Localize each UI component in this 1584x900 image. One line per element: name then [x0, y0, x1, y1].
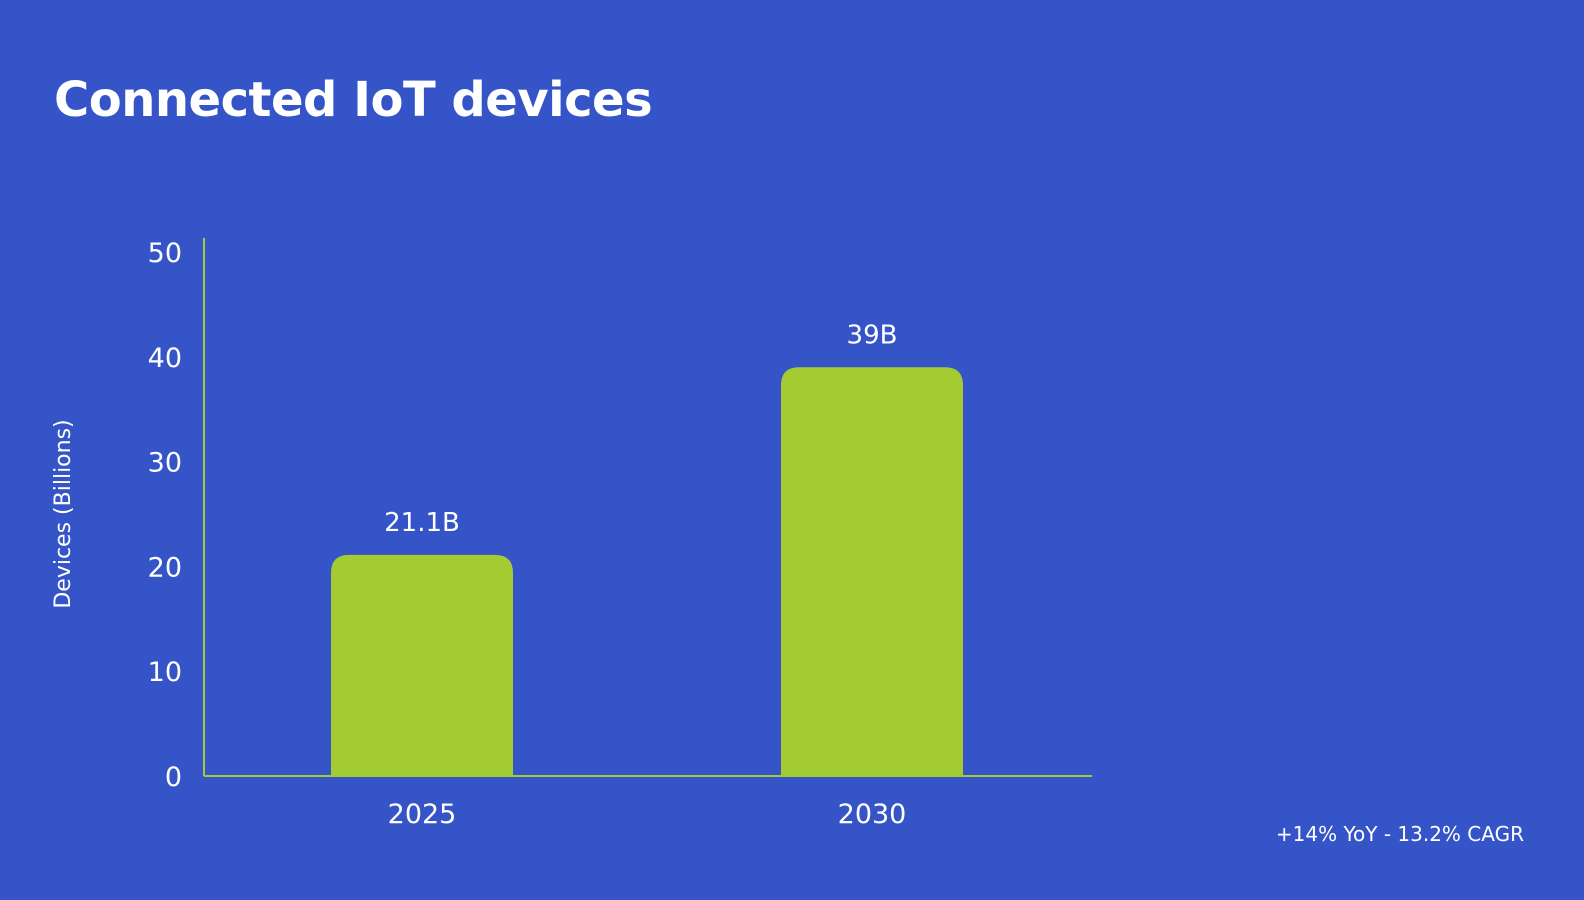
bar-2030: [781, 367, 963, 776]
bar-2025: [331, 554, 513, 776]
x-category-labels: 2025 2030: [388, 799, 907, 830]
y-axis-label: Devices (Billions): [51, 419, 76, 608]
y-tick-label-50: 50: [148, 238, 182, 269]
growth-footnote: +14% YoY - 13.2% CAGR: [1275, 822, 1524, 846]
y-tick-label-40: 40: [148, 343, 182, 374]
x-tick-label-2030: 2030: [838, 799, 907, 830]
y-tick-label-30: 30: [148, 448, 182, 479]
data-label-2025: 21.1B: [384, 508, 460, 538]
y-tick-labels: 0 10 20 30 40 50: [148, 238, 182, 793]
y-tick-label-0: 0: [165, 762, 182, 793]
chart-title: Connected IoT devices: [54, 72, 653, 128]
y-tick-label-20: 20: [148, 552, 182, 583]
data-label-2030: 39B: [847, 320, 898, 350]
x-tick-label-2025: 2025: [388, 799, 457, 830]
y-tick-label-10: 10: [148, 657, 182, 688]
bars-layer: [331, 367, 963, 776]
axes-layer: [203, 238, 1092, 777]
data-labels: 21.1B 39B: [384, 320, 897, 538]
